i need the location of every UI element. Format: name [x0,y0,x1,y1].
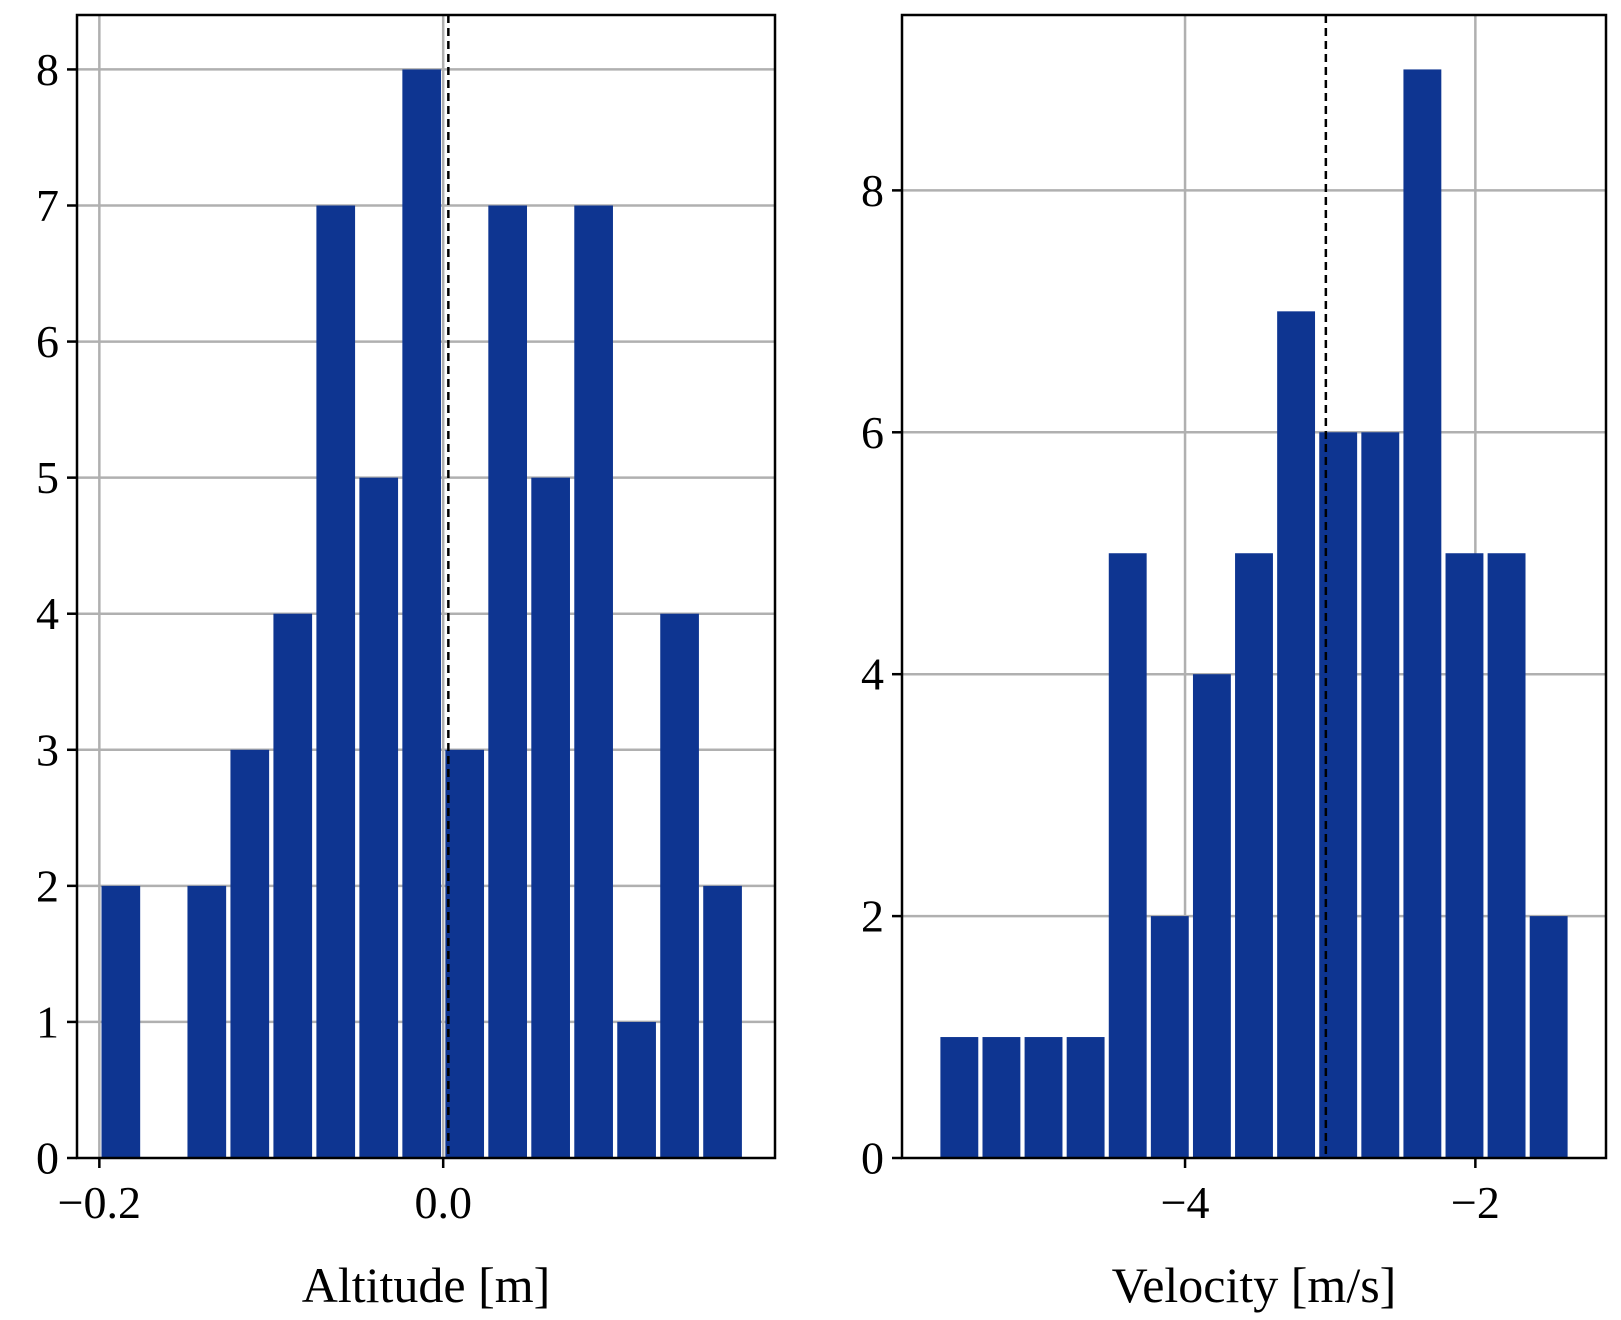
histogram-bar [1066,1037,1105,1158]
histogram-bar [402,69,442,1158]
y-tick-label: 0 [36,1133,59,1184]
x-tick-label: −0.2 [58,1177,141,1228]
y-tick-label: 0 [861,1133,884,1184]
axes-frame [900,13,1608,1160]
y-tick-label: 2 [36,860,59,911]
histogram-bar [488,205,528,1158]
y-tick-label: 6 [861,407,884,458]
histogram-bar [359,477,399,1159]
axes-frame [75,13,777,1160]
y-tick-label: 6 [36,316,59,367]
histogram-bar [230,749,270,1158]
altitude-histogram-panel: 0 1 2 3 4 5 6 7 8 −0.2 0.0 Altitude [m] [36,13,777,1313]
y-tick-label: 7 [36,180,59,231]
x-tick-label: −2 [1451,1177,1500,1228]
x-tick-label: 0.0 [414,1177,472,1228]
histogram-bar [982,1037,1021,1158]
histogram-bar [1361,432,1400,1158]
x-axis-label-velocity: Velocity [m/s] [1112,1257,1397,1313]
histogram-bar [1487,553,1526,1158]
histogram-bar [316,205,356,1158]
x-tick-label: −4 [1161,1177,1210,1228]
histogram-bar [1445,553,1484,1158]
histogram-bar [660,613,699,1158]
histogram-bar [187,885,227,1158]
histogram-bar [1529,916,1568,1158]
y-tick-label: 2 [861,891,884,942]
velocity-histogram-panel: 0 2 4 6 8 −4 −2 Velocity [m/s] [861,13,1608,1313]
histogram-bar [703,885,742,1158]
histogram-bar [1403,69,1442,1158]
histogram-bar [531,477,570,1159]
histogram-bar [1108,553,1147,1158]
histogram-bar [1192,674,1231,1158]
histogram-bar [1150,916,1189,1158]
y-tick-label: 1 [36,996,59,1047]
histogram-bar [1235,553,1273,1158]
histogram-bar [617,1021,656,1158]
y-tick-label: 8 [36,44,59,95]
histogram-bar [940,1037,979,1158]
histogram-bar [273,613,313,1158]
y-tick-label: 8 [861,165,884,216]
histogram-bar [445,749,485,1158]
histogram-bar [574,205,613,1158]
y-tick-label: 3 [36,724,59,775]
y-tick-label: 4 [861,649,884,700]
histogram-bar [1024,1037,1063,1158]
y-tick-label: 4 [36,588,59,639]
y-tick-label: 5 [36,452,59,503]
x-axis-label-altitude: Altitude [m] [302,1257,551,1313]
histogram-bar [101,885,141,1158]
histogram-bar [1277,311,1316,1158]
